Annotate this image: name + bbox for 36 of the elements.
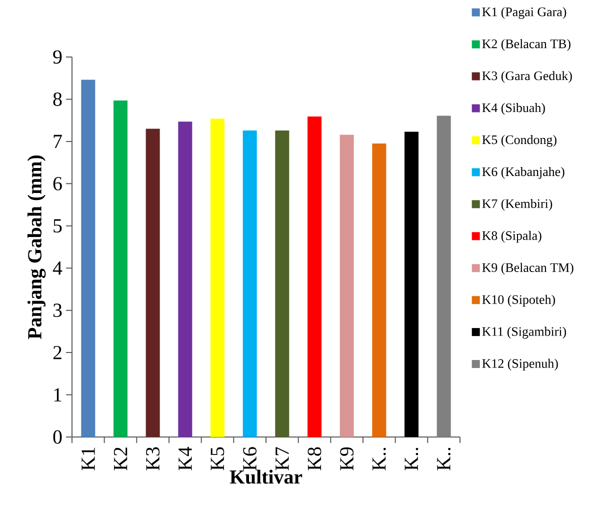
legend-label: K11 (Sigambiri) [482, 326, 566, 339]
legend-label: K1 (Pagai Gara) [482, 7, 566, 19]
y-tick-label: 4 [52, 262, 62, 275]
x-tick-label: K4 [178, 446, 192, 470]
x-tick-label: K7 [276, 447, 289, 470]
x-tick-label: K1 [82, 448, 95, 470]
y-tick-label: 1 [54, 388, 62, 402]
y-tick-label: 6 [53, 176, 62, 190]
x-tick-label: K8 [308, 447, 322, 470]
legend-label: K8 (Sipala) [482, 230, 542, 243]
legend-label: K5 (Condong) [482, 135, 556, 147]
legend-label: K6 (Kabanjahe) [482, 166, 564, 179]
y-axis-title: Panjang Gabah (mm) [27, 155, 46, 340]
legend-label: K3 (Gara Geduk) [482, 71, 572, 83]
x-tick-label: K3 [146, 447, 160, 470]
x-tick-label: K.. [437, 448, 450, 470]
y-tick-label: 0 [53, 430, 62, 444]
x-tick-label: K.. [372, 448, 386, 470]
y-tick-label: 2 [53, 346, 62, 360]
legend-label: K9 (Belacan TM) [482, 262, 574, 275]
x-tick-label: K6 [243, 447, 257, 470]
legend-label: K12 (Sipenuh) [482, 358, 558, 370]
x-tick-label: K9 [340, 447, 354, 470]
legend-label: K2 (Belacan TB) [482, 39, 570, 51]
y-tick-label: 3 [53, 304, 62, 318]
y-tick-label: 5 [54, 219, 62, 233]
legend-label: K10 (Sipoteh) [482, 294, 556, 307]
x-axis-title: Kultivar [230, 470, 302, 484]
legend-label: K4 (Sibuah) [482, 103, 545, 115]
legend-label: K7 (Kembiri) [482, 198, 552, 211]
y-tick-label: 7 [54, 134, 62, 148]
x-tick-label: K5 [210, 447, 224, 470]
y-tick-label: 8 [53, 92, 62, 106]
x-tick-label: K.. [404, 448, 418, 470]
x-tick-label: K2 [114, 448, 128, 470]
y-tick-label: 9 [53, 50, 62, 64]
